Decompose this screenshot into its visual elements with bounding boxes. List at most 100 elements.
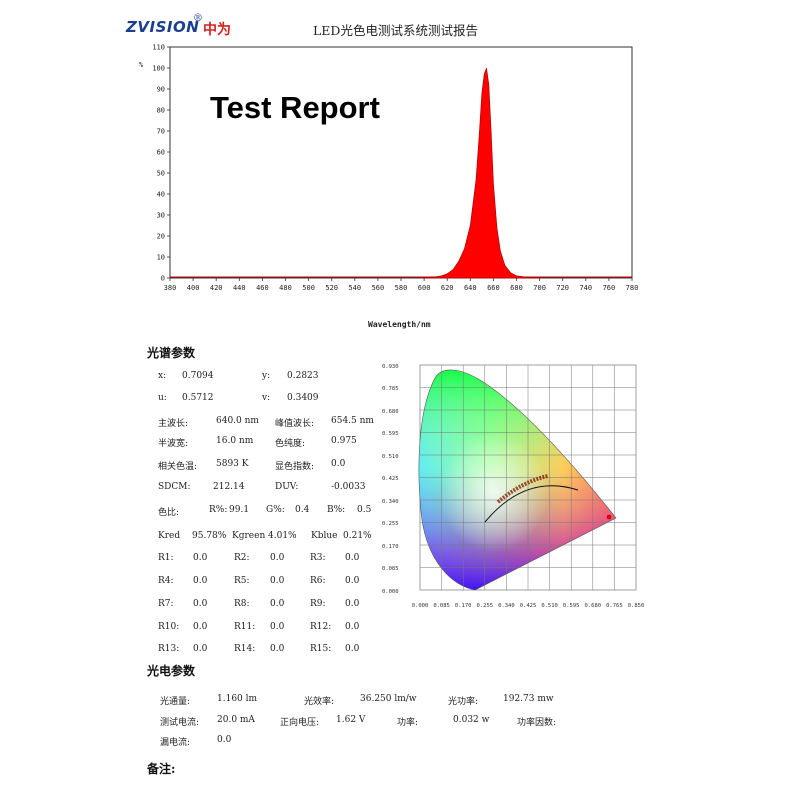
b-percent-label: B%: xyxy=(327,505,346,515)
y-coord-value: 0.2823 xyxy=(287,371,319,381)
dominant-wl-value: 640.0 nm xyxy=(216,416,259,426)
photo-params-title: 光电参数 xyxy=(147,664,196,678)
power-value: 0.032 w xyxy=(453,715,490,725)
peak-wl-label: 峰值波长: xyxy=(275,419,315,429)
r-index-label: R4: xyxy=(158,576,174,586)
overlay-test-report: Test Report xyxy=(210,90,380,125)
cie-y-tick: 0.425 xyxy=(382,476,399,482)
u-coord-label: u: xyxy=(158,393,167,403)
cie-y-tick: 0.595 xyxy=(382,431,399,437)
purity-value: 0.975 xyxy=(331,436,357,446)
kblue-label: Kblue xyxy=(311,531,338,541)
leakage-value: 0.0 xyxy=(217,735,232,745)
r-index-label: R15: xyxy=(310,644,332,654)
y-tick-label: 100 xyxy=(152,65,165,73)
x-tick-label: 440 xyxy=(233,284,246,292)
r-index-value: 0.0 xyxy=(345,599,360,609)
brand-logo-text: ZVISION xyxy=(126,18,200,36)
peak-wl-value: 654.5 nm xyxy=(331,416,374,426)
r-index-value: 0.0 xyxy=(193,553,208,563)
efficacy-value: 36.250 lm/w xyxy=(360,694,417,704)
x-tick-label: 500 xyxy=(302,284,315,292)
y-tick-label: 0 xyxy=(161,275,165,283)
cie-y-tick: 0.085 xyxy=(382,566,399,572)
x-tick-label: 560 xyxy=(372,284,385,292)
flux-label: 光通量: xyxy=(160,697,191,707)
duv-value: -0.0033 xyxy=(331,482,366,492)
cie-x-tick: 0.340 xyxy=(498,603,515,609)
x-tick-label: 580 xyxy=(395,284,408,292)
cie-x-tick: 0.680 xyxy=(585,603,602,609)
cie-x-tick: 0.765 xyxy=(606,603,623,609)
x-tick-label: 700 xyxy=(533,284,546,292)
g-percent-label: G%: xyxy=(266,505,285,515)
forward-voltage-value: 1.62 V xyxy=(336,715,366,725)
cie-x-tick: 0.255 xyxy=(477,603,494,609)
flux-value: 1.160 lm xyxy=(217,694,258,704)
x-tick-label: 660 xyxy=(487,284,500,292)
g-percent-value: 0.4 xyxy=(295,505,310,515)
x-tick-label: 720 xyxy=(556,284,569,292)
r-index-value: 0.0 xyxy=(270,644,285,654)
x-tick-label: 380 xyxy=(164,284,177,292)
r-index-value: 0.0 xyxy=(345,644,360,654)
power-label: 功率: xyxy=(397,718,419,728)
r-index-value: 0.0 xyxy=(193,599,208,609)
x-tick-label: 420 xyxy=(210,284,223,292)
cie-x-tick: 0.850 xyxy=(628,603,645,609)
r-percent-label: R%: xyxy=(209,505,228,515)
kred-label: Kred xyxy=(158,531,181,541)
y-tick-label: 60 xyxy=(157,149,165,157)
x-tick-label: 640 xyxy=(464,284,477,292)
r-index-value: 0.0 xyxy=(345,576,360,586)
cie-y-tick: 0.510 xyxy=(382,454,399,460)
r-index-value: 0.0 xyxy=(193,622,208,632)
cct-label: 相关色温: xyxy=(158,462,198,472)
y-tick-label: 90 xyxy=(157,86,165,94)
optical-power-label: 光功率: xyxy=(448,697,479,707)
cie-x-tick: 0.510 xyxy=(541,603,558,609)
u-coord-value: 0.5712 xyxy=(182,393,214,403)
r-index-label: R5: xyxy=(234,576,250,586)
x-tick-label: 520 xyxy=(325,284,338,292)
x-tick-label: 400 xyxy=(187,284,200,292)
r-index-value: 0.0 xyxy=(270,553,285,563)
x-tick-label: 780 xyxy=(626,284,639,292)
plot-frame xyxy=(169,46,633,279)
y-axis-label: % xyxy=(139,61,144,69)
r-index-value: 0.0 xyxy=(270,576,285,586)
chromaticity-point xyxy=(606,514,612,520)
cie-x-tick: 0.170 xyxy=(455,603,472,609)
sdcm-value: 212.14 xyxy=(213,482,245,492)
efficacy-label: 光效率: xyxy=(304,697,335,707)
dominant-wl-label: 主波长: xyxy=(158,419,189,429)
cie-x-tick: 0.595 xyxy=(563,603,580,609)
r-index-label: R13: xyxy=(158,644,180,654)
cri-label: 显色指数: xyxy=(275,462,315,472)
leakage-label: 漏电流: xyxy=(160,738,191,748)
x-tick-label: 740 xyxy=(579,284,592,292)
cie-x-tick: 0.000 xyxy=(412,603,429,609)
cie-y-tick: 0.340 xyxy=(382,499,399,505)
kblue-value: 0.21% xyxy=(343,531,372,541)
r-index-label: R14: xyxy=(234,644,256,654)
cie-x-tick: 0.085 xyxy=(433,603,450,609)
half-width-value: 16.0 nm xyxy=(216,436,254,446)
sdcm-label: SDCM: xyxy=(158,482,191,492)
kgreen-label: Kgreen xyxy=(232,531,266,541)
x-tick-label: 680 xyxy=(510,284,523,292)
x-tick-label: 760 xyxy=(603,284,616,292)
r-index-label: R2: xyxy=(234,553,250,563)
planckian-locus xyxy=(484,485,579,523)
isotherm-band xyxy=(496,474,549,504)
y-tick-label: 50 xyxy=(157,170,165,178)
y-tick-label: 80 xyxy=(157,107,165,115)
optical-power-value: 192.73 mw xyxy=(503,694,554,704)
r-index-label: R10: xyxy=(158,622,180,632)
brand-logo-cn: 中为 xyxy=(203,22,231,38)
r-index-value: 0.0 xyxy=(345,553,360,563)
r-index-value: 0.0 xyxy=(270,599,285,609)
kgreen-value: 4.01% xyxy=(268,531,297,541)
y-tick-label: 30 xyxy=(157,212,165,220)
cie-y-tick: 0.930 xyxy=(382,364,399,370)
